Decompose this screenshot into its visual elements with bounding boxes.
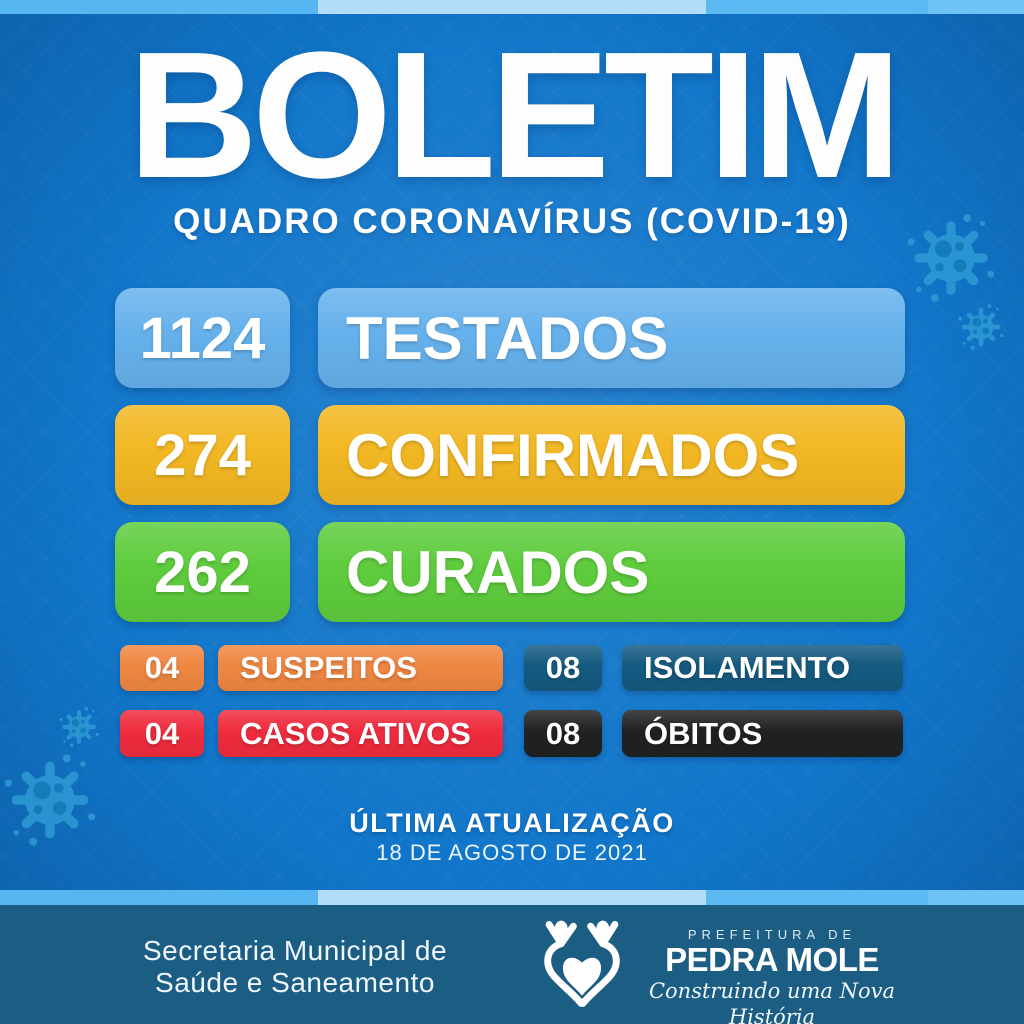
- stat-value-text: 04: [144, 715, 180, 751]
- city-hall-logo-text: PREFEITURA DE PEDRA MOLE Construindo uma…: [648, 927, 896, 1024]
- stat-label-casos-ativos: CASOS ATIVOS: [218, 710, 503, 757]
- stat-value-obitos: 08: [524, 710, 602, 757]
- stat-value-text: 08: [545, 715, 581, 751]
- stat-value-confirmados: 274: [115, 405, 290, 505]
- stat-label-curados: CURADOS: [318, 522, 905, 622]
- stat-label-confirmados: CONFIRMADOS: [318, 405, 905, 505]
- stat-value-text: 262: [154, 539, 251, 605]
- strip-segment: [928, 890, 1024, 905]
- stat-label-text: SUSPEITOS: [240, 650, 417, 685]
- stat-label-text: CASOS ATIVOS: [240, 715, 471, 751]
- stat-value-testados: 1124: [115, 288, 290, 388]
- poster-subtitle: QUADRO CORONAVÍRUS (COVID-19): [173, 202, 851, 241]
- logo-title: PEDRA MOLE: [665, 941, 879, 978]
- stat-value-suspeitos: 04: [120, 645, 204, 691]
- top-border-strip: [0, 0, 1024, 14]
- people-heart-icon: [544, 920, 620, 1007]
- poster-title: BOLETIM: [128, 15, 902, 216]
- stat-label-obitos: ÓBITOS: [622, 710, 903, 757]
- department-line1: Secretaria Municipal de: [142, 935, 448, 966]
- strip-segment: [928, 0, 1024, 14]
- stat-value-casos-ativos: 04: [120, 710, 204, 757]
- strip-segment: [0, 890, 318, 905]
- strip-segment: [706, 890, 928, 905]
- stat-label-suspeitos: SUSPEITOS: [218, 645, 503, 691]
- logo-pretitle: PREFEITURA DE: [687, 927, 857, 942]
- stat-value-text: 1124: [139, 305, 266, 371]
- stat-label-text: CURADOS: [346, 538, 650, 606]
- strip-segment: [318, 890, 706, 905]
- strip-segment: [706, 0, 928, 14]
- stat-value-text: 274: [154, 422, 251, 488]
- last-update-date: 18 DE AGOSTO DE 2021: [376, 840, 648, 865]
- stat-value-text: 08: [545, 650, 581, 685]
- stat-value-text: 04: [144, 650, 180, 685]
- stat-label-text: CONFIRMADOS: [346, 421, 800, 489]
- stat-label-text: ISOLAMENTO: [644, 650, 851, 685]
- footer-band: Secretaria Municipal de Saúde e Saneamen…: [0, 905, 1024, 1024]
- stat-value-curados: 262: [115, 522, 290, 622]
- stat-label-text: ÓBITOS: [644, 715, 763, 751]
- stat-label-testados: TESTADOS: [318, 288, 905, 388]
- strip-segment: [0, 0, 318, 14]
- stat-value-isolamento: 08: [524, 645, 602, 691]
- bottom-border-strip: [0, 890, 1024, 905]
- last-update-heading: ÚLTIMA ATUALIZAÇÃO: [349, 808, 675, 838]
- coronavirus-icon: [958, 304, 1004, 350]
- coronavirus-icon: [59, 707, 99, 747]
- logo-slogan: Construindo uma Nova História: [648, 979, 896, 1024]
- strip-segment: [318, 0, 706, 14]
- department-line2: Saúde e Saneamento: [155, 967, 435, 998]
- stat-label-isolamento: ISOLAMENTO: [622, 645, 903, 691]
- stat-label-text: TESTADOS: [346, 304, 669, 372]
- department-name: Secretaria Municipal de Saúde e Saneamen…: [100, 935, 490, 999]
